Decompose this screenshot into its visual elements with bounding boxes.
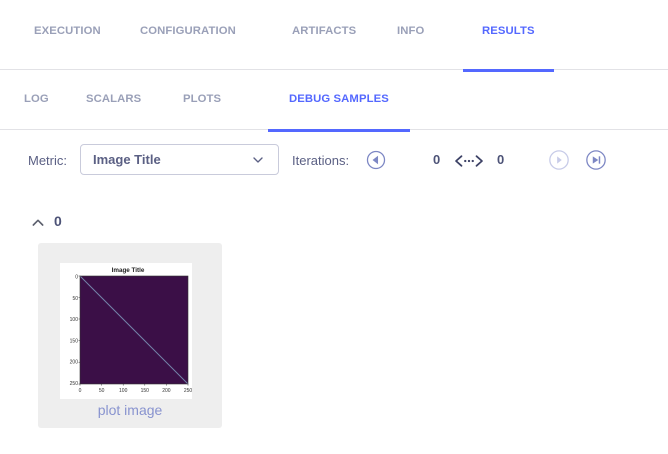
svg-text:250: 250 bbox=[70, 381, 79, 387]
svg-text:150: 150 bbox=[141, 388, 150, 394]
svg-text:100: 100 bbox=[70, 317, 79, 323]
svg-text:Image Title: Image Title bbox=[112, 267, 145, 274]
svg-text:50: 50 bbox=[99, 388, 105, 394]
svg-text:250: 250 bbox=[184, 388, 192, 394]
svg-text:100: 100 bbox=[119, 388, 128, 394]
svg-text:200: 200 bbox=[70, 360, 79, 366]
svg-text:0: 0 bbox=[79, 388, 82, 394]
svg-text:50: 50 bbox=[72, 296, 78, 302]
svg-text:0: 0 bbox=[75, 275, 78, 281]
svg-text:200: 200 bbox=[162, 388, 171, 394]
svg-text:150: 150 bbox=[70, 338, 79, 344]
